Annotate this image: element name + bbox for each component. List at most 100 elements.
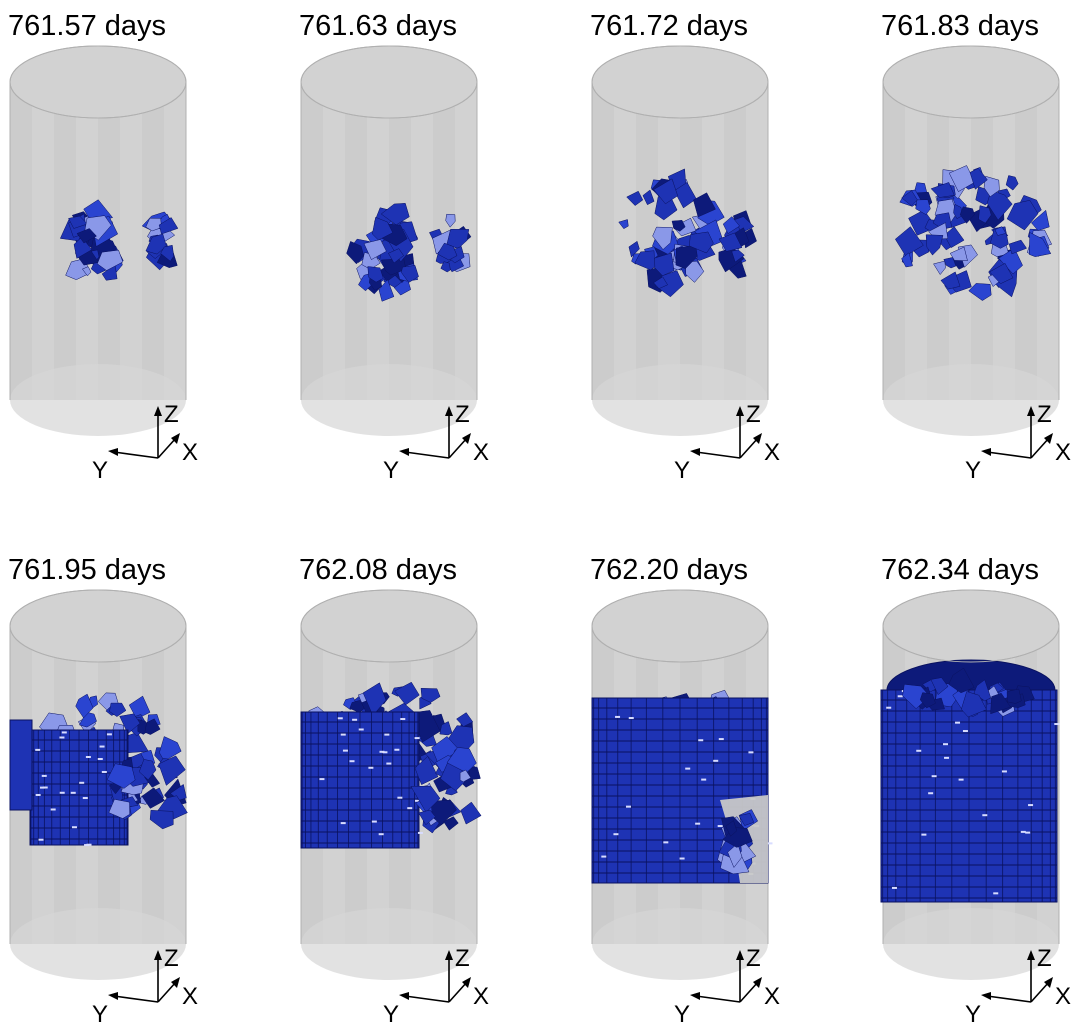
z-arrow	[736, 406, 744, 416]
z-arrow	[445, 950, 453, 960]
fracture-facet	[138, 759, 157, 781]
fracture-facet	[82, 266, 92, 277]
fracture-facet	[901, 190, 918, 207]
wall-highlight	[41, 774, 47, 777]
cylinder-view: ZX Y	[9, 589, 198, 1028]
cylinder-view: ZX Y	[300, 589, 489, 1028]
wall-highlight	[417, 831, 423, 834]
fracture-facet	[363, 239, 387, 260]
fracture-facet	[727, 843, 743, 868]
wall-highlight	[59, 791, 65, 794]
fracture-surface	[300, 681, 482, 849]
fracture-facet	[158, 217, 179, 235]
fracture-facet	[718, 232, 743, 252]
cylinder-view: ZX Y	[9, 45, 198, 484]
y-axis	[404, 451, 450, 459]
y-axis	[113, 451, 159, 459]
wall-highlight	[35, 748, 41, 751]
wall-highlight	[386, 762, 392, 765]
panel-time-label: 761.83 days	[881, 10, 1040, 42]
cylinder-bottom	[301, 908, 477, 980]
cylinder-bottom	[592, 364, 768, 436]
fracture-facet	[738, 813, 755, 826]
wall-highlight	[371, 820, 377, 823]
wall-highlight	[349, 760, 355, 763]
cylinder-facet	[592, 82, 614, 400]
wall-highlight	[993, 892, 999, 895]
z-arrow	[445, 406, 453, 416]
wall-highlight	[394, 748, 400, 751]
fracture-facet	[689, 231, 714, 254]
y-axis	[404, 995, 450, 1003]
wall-highlight	[679, 857, 685, 860]
wall-highlight	[916, 749, 922, 752]
y-label: Y	[674, 1001, 690, 1028]
x-axis	[739, 437, 759, 459]
x-axis	[448, 437, 468, 459]
y-arrow	[690, 448, 700, 456]
cylinder-top-rim	[882, 45, 1060, 119]
wall-highlight	[767, 842, 773, 845]
cylinder-top-rim	[300, 589, 478, 663]
wall-highlight	[717, 825, 723, 828]
wall-highlight	[982, 814, 988, 817]
fracture-facet	[722, 216, 740, 234]
x-arrow	[1044, 433, 1053, 444]
panel-time-label: 761.72 days	[590, 10, 749, 42]
wall-highlight	[38, 838, 44, 841]
cylinder-view: ZX Y	[300, 45, 489, 484]
x-arrow	[462, 977, 471, 988]
axis-triad: ZX Y	[383, 401, 489, 484]
fracture-facet	[108, 799, 130, 819]
y-arrow	[399, 448, 409, 456]
fracture-facet	[654, 196, 678, 221]
z-label: Z	[1037, 945, 1052, 972]
wall-highlight	[897, 695, 903, 698]
x-axis	[739, 981, 759, 1003]
wall-highlight	[944, 756, 950, 759]
fracture-facet	[949, 246, 968, 261]
wall-highlight	[955, 721, 961, 724]
fracture-facet	[394, 681, 420, 706]
wall-highlight	[59, 736, 65, 739]
y-label: Y	[965, 457, 981, 484]
axis-triad: ZX Y	[965, 945, 1071, 1028]
wall-highlight	[340, 822, 346, 825]
cylinder-facet	[636, 82, 658, 400]
wall-highlight	[99, 745, 105, 748]
wall-highlight	[615, 715, 621, 718]
fracture-facet	[1006, 200, 1039, 231]
panel-time-label: 762.34 days	[881, 554, 1040, 586]
fracture-facet	[948, 667, 975, 694]
wall-highlight	[379, 750, 385, 753]
axis-triad: ZX Y	[92, 945, 198, 1028]
x-arrow	[171, 433, 180, 444]
wall-highlight	[625, 805, 631, 808]
wall-highlight	[106, 733, 112, 736]
fracture-facet	[998, 247, 1023, 275]
fracture-facet	[440, 261, 451, 273]
cylinder-facet	[54, 82, 76, 400]
fracture-facet	[401, 265, 419, 283]
fracture-facet	[418, 809, 436, 826]
z-label: Z	[455, 945, 470, 972]
fracture-facet	[978, 205, 992, 224]
fracture-facet	[969, 167, 988, 190]
fracture-facet	[671, 220, 686, 232]
wall-highlight	[928, 792, 934, 795]
fracture-facet	[380, 258, 407, 276]
wall-highlight	[748, 751, 754, 754]
axis-triad: ZX Y	[383, 945, 489, 1028]
fracture-facet	[158, 755, 186, 786]
z-arrow	[1027, 406, 1035, 416]
wall-highlight	[319, 778, 325, 781]
x-label: X	[473, 983, 489, 1010]
fracture-facet	[652, 226, 673, 250]
fracture-facet	[930, 677, 949, 695]
fracture-facet	[160, 244, 174, 262]
fracture-surface	[618, 168, 757, 298]
wall-highlight	[1054, 723, 1060, 726]
